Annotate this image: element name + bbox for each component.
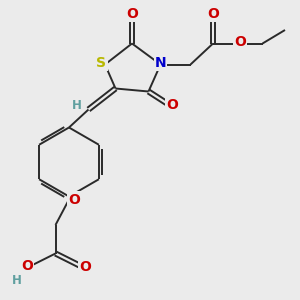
Text: N: N: [155, 56, 166, 70]
Text: S: S: [96, 56, 106, 70]
Text: O: O: [167, 98, 178, 112]
Text: O: O: [126, 7, 138, 20]
Text: O: O: [68, 193, 80, 206]
Text: O: O: [80, 260, 92, 274]
Text: O: O: [234, 35, 246, 49]
Text: O: O: [207, 7, 219, 20]
Text: H: H: [12, 274, 21, 287]
Text: H: H: [72, 99, 82, 112]
Text: O: O: [21, 259, 33, 272]
